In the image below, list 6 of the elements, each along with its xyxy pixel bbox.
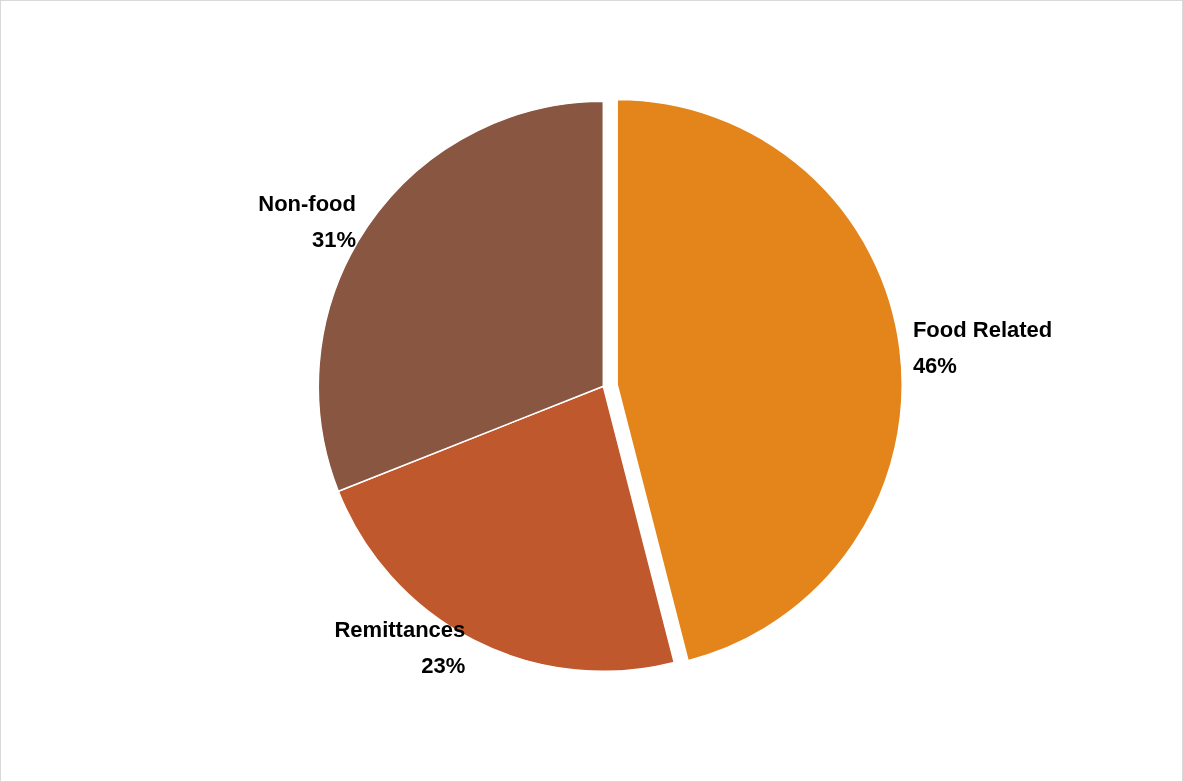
data-label: 46% xyxy=(912,353,957,379)
slice-label: Non-food xyxy=(258,191,356,217)
slice-label: Remittances xyxy=(334,616,466,642)
data-label: 23% xyxy=(421,652,466,678)
data-label: 31% xyxy=(311,227,356,253)
slice-label: Food Related xyxy=(912,317,1053,343)
